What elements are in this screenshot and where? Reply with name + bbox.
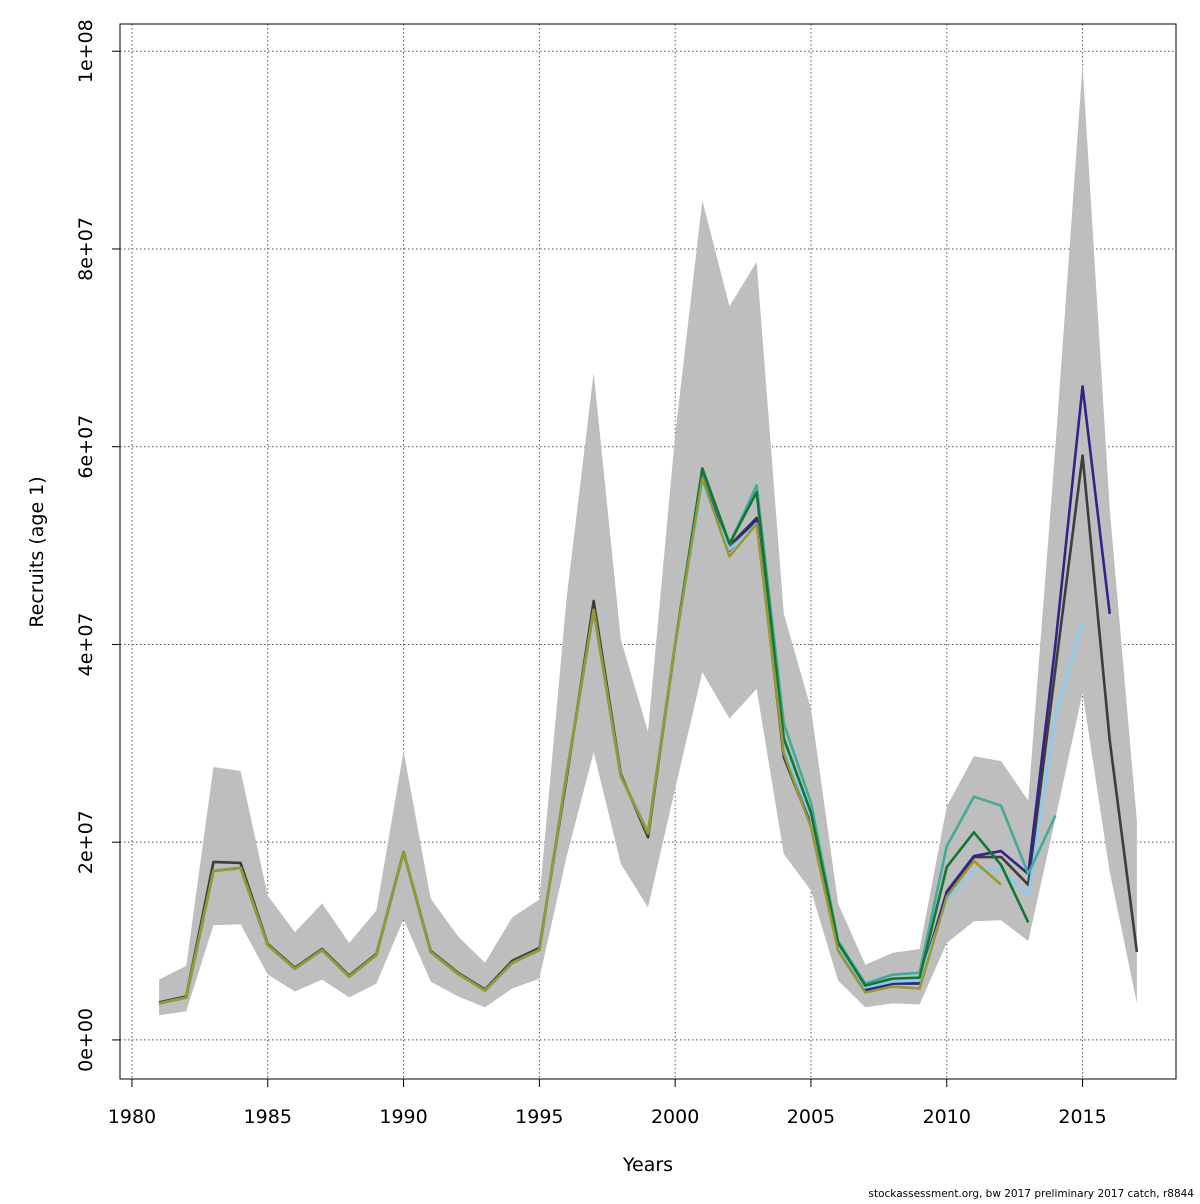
x-tick-label: 2000 [651,1106,699,1128]
y-axis-label: Recruits (age 1) [26,476,48,627]
series-lines [158,385,1139,1005]
x-axis-label: Years [622,1154,673,1176]
x-tick-label: 1990 [379,1106,427,1128]
grid-lines [120,24,1176,1079]
x-tick-label: 1995 [515,1106,563,1128]
x-axis: 1980 1985 1990 1995 2000 2005 2010 2015 [108,1078,1107,1128]
confidence-band-area [159,65,1137,1016]
y-tick-label: 4e+07 [75,613,97,677]
y-tick-label: 8e+07 [75,217,97,281]
x-tick-label: 1980 [108,1106,156,1128]
x-tick-label: 1985 [244,1106,292,1128]
x-tick-label: 2015 [1058,1106,1106,1128]
footer-credit: stockassessment.org, bw 2017 preliminary… [869,1188,1195,1200]
confidence-band [159,65,1137,1016]
y-tick-label: 6e+07 [75,415,97,479]
y-axis: 0e+00 2e+07 4e+07 6e+07 8e+07 1e+08 [75,19,121,1072]
y-tick-label: 0e+00 [75,1008,97,1072]
series-line-6 [158,477,1002,1005]
y-tick-label: 1e+08 [75,19,97,83]
x-tick-label: 2005 [787,1106,835,1128]
x-tick-label: 2010 [923,1106,971,1128]
y-tick-label: 2e+07 [75,810,97,874]
